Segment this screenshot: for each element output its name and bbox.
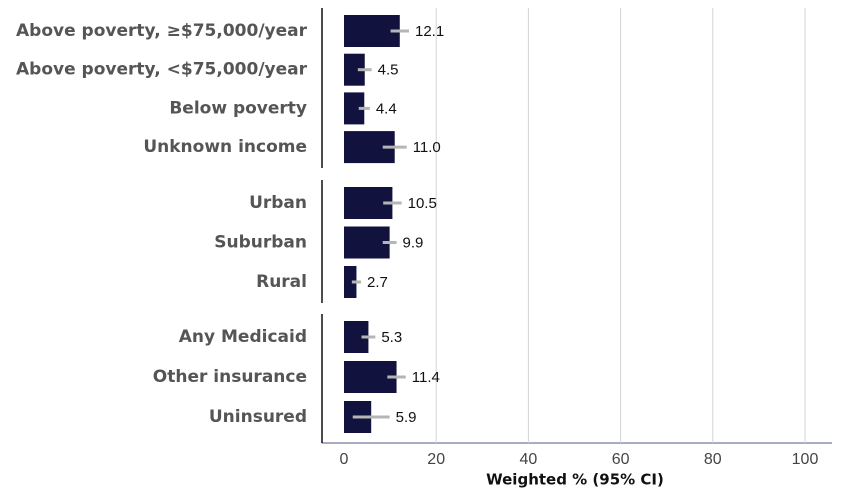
x-tick-label: 20 — [427, 451, 445, 468]
x-tick-label: 100 — [792, 451, 819, 468]
x-tick-label: 60 — [612, 451, 630, 468]
value-label: 5.3 — [381, 329, 402, 346]
value-label: 5.9 — [396, 409, 417, 426]
y-tick-label: Uninsured — [209, 407, 307, 427]
x-tick-label: 0 — [340, 451, 349, 468]
value-label: 10.5 — [408, 195, 437, 212]
y-tick-label: Above poverty, ≥$75,000/year — [16, 21, 308, 41]
y-tick-label: Urban — [249, 193, 307, 213]
y-tick-label: Any Medicaid — [179, 327, 307, 347]
value-label: 4.5 — [378, 62, 399, 79]
y-tick-label: Suburban — [214, 233, 307, 253]
bar — [344, 53, 365, 86]
value-label: 4.4 — [376, 100, 397, 117]
bar — [344, 266, 357, 298]
x-axis-label: Weighted % (95% CI) — [486, 471, 664, 489]
value-label: 11.0 — [413, 139, 441, 156]
y-tick-label: Other insurance — [153, 367, 307, 387]
bar — [344, 92, 365, 125]
y-tick-label: Below poverty — [169, 98, 307, 118]
x-tick-label: 40 — [520, 451, 538, 468]
x-tick-label: 80 — [704, 451, 722, 468]
bar — [344, 226, 390, 259]
value-label: 9.9 — [403, 234, 424, 251]
y-tick-label: Unknown income — [143, 137, 307, 157]
y-tick-label: Rural — [256, 272, 307, 292]
y-tick-label: Above poverty, <$75,000/year — [16, 60, 308, 80]
value-label: 12.1 — [415, 23, 444, 40]
bar — [344, 15, 400, 47]
value-label: 2.7 — [367, 274, 388, 291]
value-label: 11.4 — [412, 369, 440, 386]
